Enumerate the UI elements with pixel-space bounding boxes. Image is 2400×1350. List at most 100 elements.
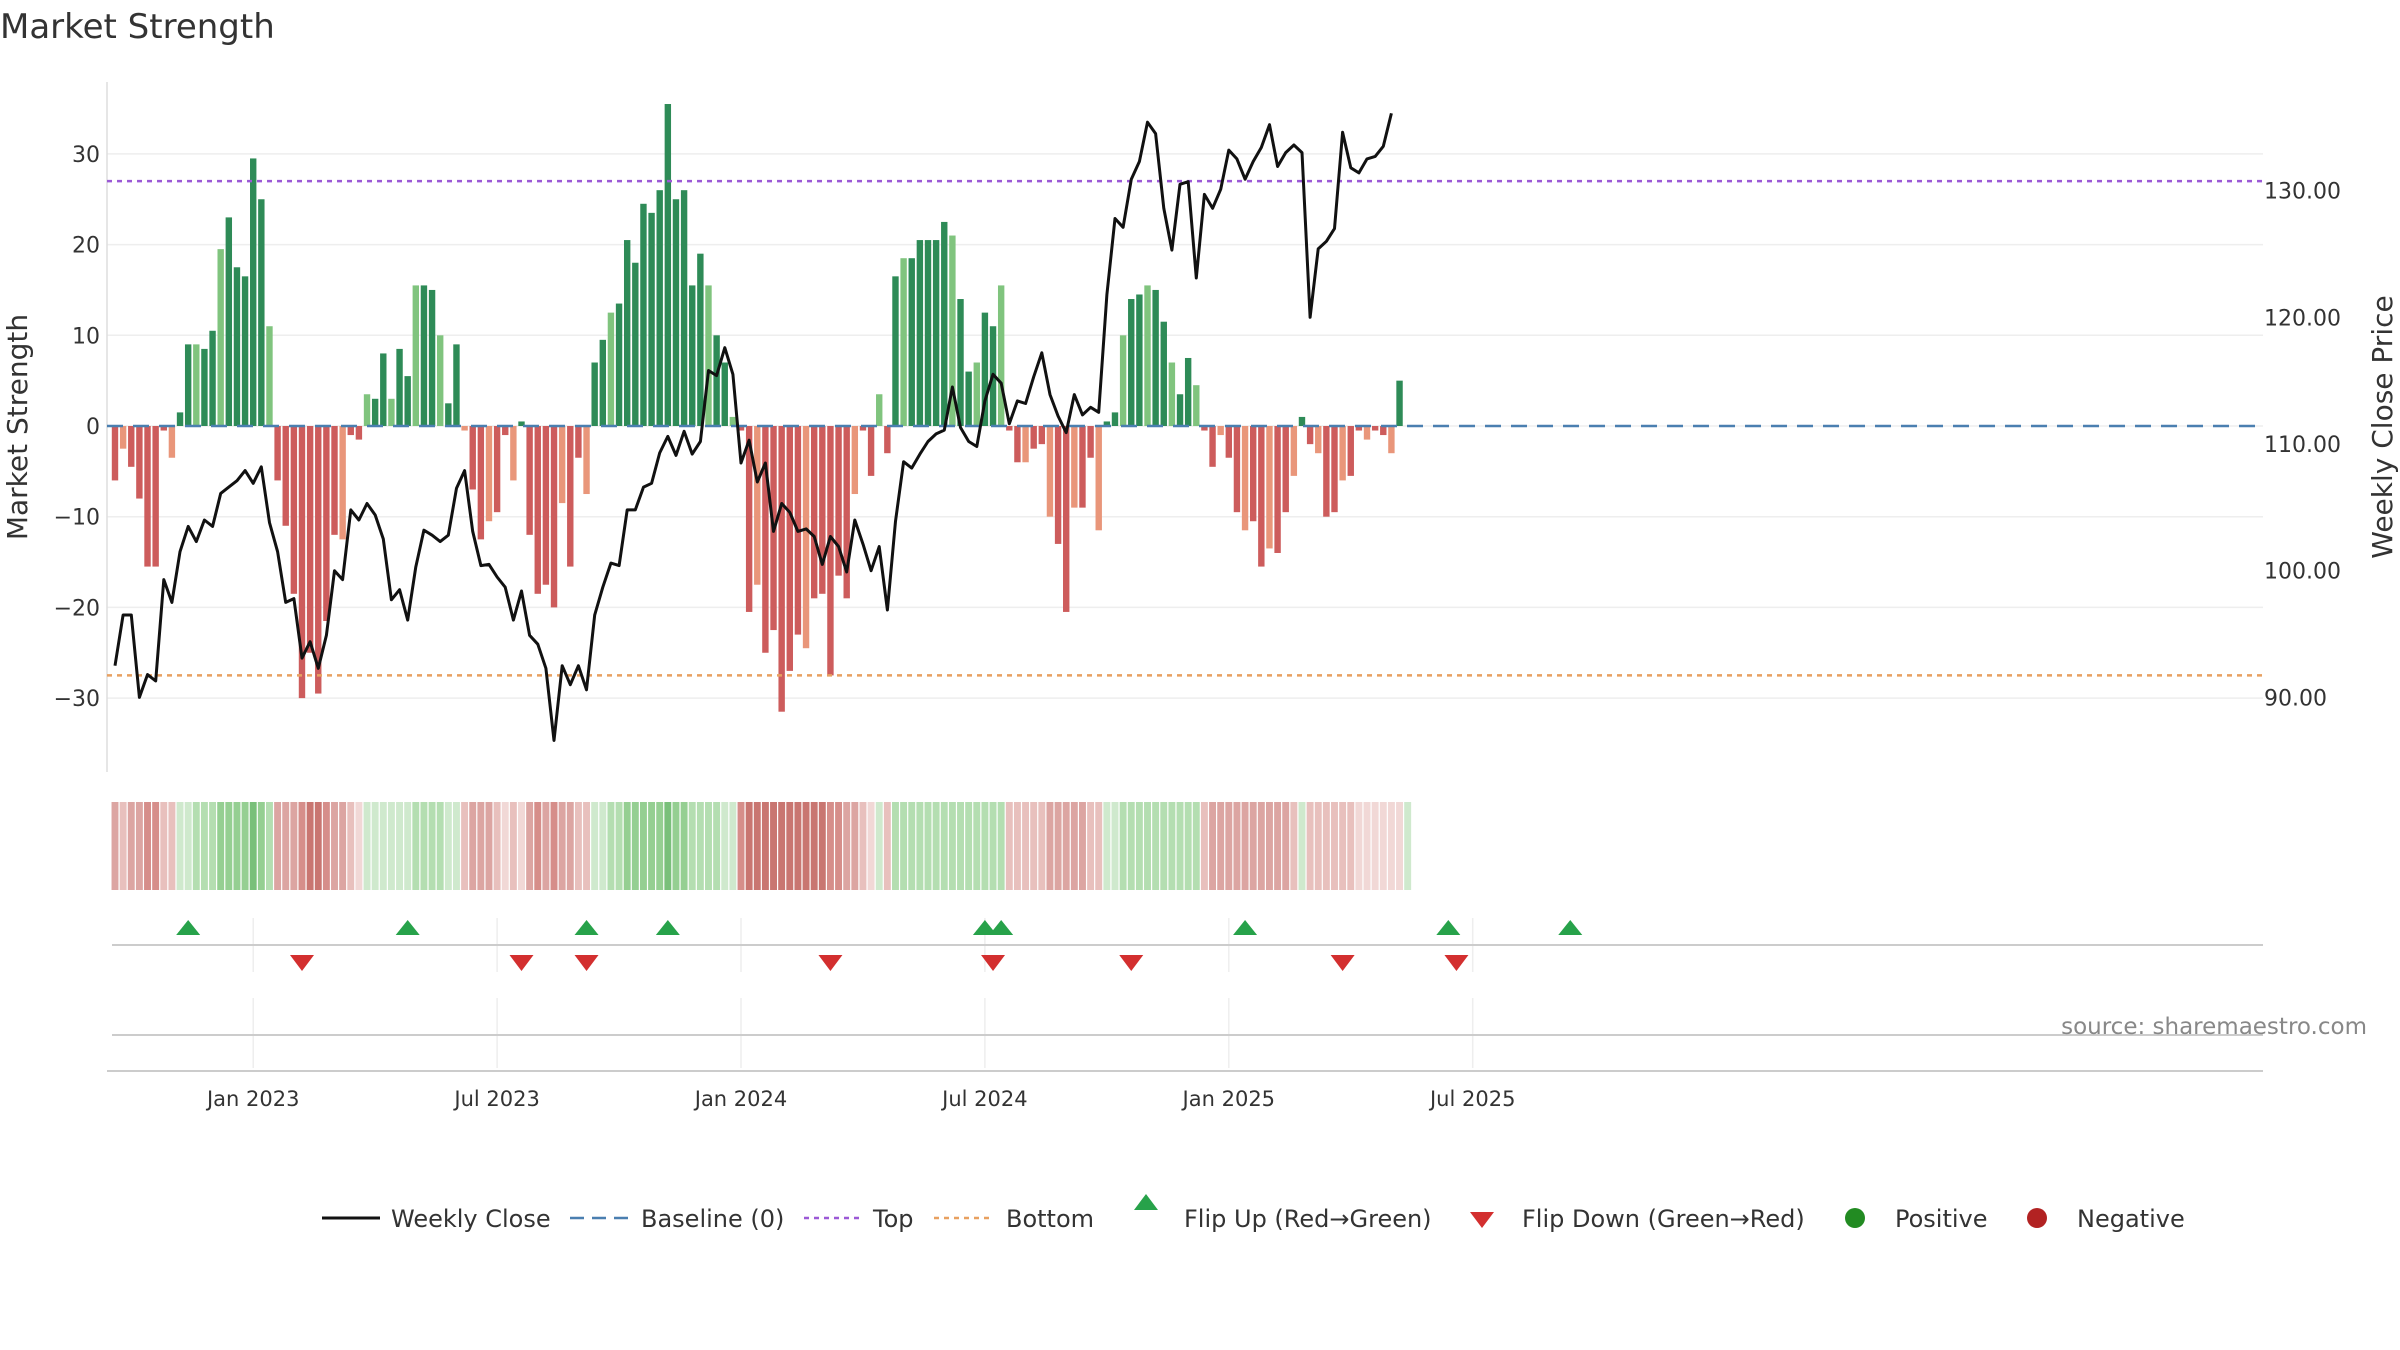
regime-cell	[1168, 802, 1176, 890]
regime-cell	[518, 802, 525, 890]
regime-cell	[168, 802, 176, 890]
strength-bar	[632, 262, 639, 426]
regime-cell	[1054, 802, 1062, 890]
regime-cell	[778, 802, 786, 890]
regime-cell	[347, 802, 355, 890]
regime-cell	[1070, 802, 1078, 890]
regime-cell	[859, 802, 867, 890]
strength-bar	[981, 312, 989, 426]
strength-bar	[1371, 426, 1379, 431]
strength-bar	[1258, 426, 1265, 567]
strength-bar	[1339, 426, 1346, 481]
regime-cell	[721, 802, 729, 890]
regime-band	[111, 802, 1412, 890]
regime-cell	[1087, 802, 1095, 890]
strength-bar	[737, 426, 745, 431]
regime-cell	[217, 802, 225, 890]
strength-bar	[1144, 285, 1151, 426]
strength-bar	[1176, 394, 1184, 426]
right-tick-label: 90.00	[2264, 686, 2327, 711]
regime-cell	[1103, 802, 1111, 890]
regime-cell	[729, 802, 737, 890]
regime-cell	[664, 802, 672, 890]
strength-bar	[721, 362, 728, 426]
strength-bar	[1315, 426, 1322, 454]
regime-cell	[1282, 802, 1290, 890]
regime-cell	[883, 802, 891, 890]
strength-bar	[144, 426, 151, 567]
regime-cell	[184, 802, 192, 890]
strength-bar	[1380, 426, 1387, 436]
regime-cell	[1176, 802, 1184, 890]
left-tick-label: 30	[72, 143, 100, 168]
strength-bar	[371, 398, 379, 426]
regime-cell	[713, 802, 721, 890]
regime-cell	[339, 802, 347, 890]
x-tick-label: Jul 2024	[940, 1087, 1027, 1111]
strength-bar	[867, 426, 875, 476]
strength-bar	[1014, 426, 1021, 463]
strength-bar	[331, 426, 338, 535]
strength-bar	[1168, 362, 1176, 426]
right-axis-title: Weekly Close Price	[2366, 295, 2399, 558]
strength-bar	[729, 416, 737, 426]
regime-cell	[144, 802, 151, 890]
regime-cell	[314, 802, 322, 890]
regime-cell	[444, 802, 452, 890]
regime-cell	[298, 802, 306, 890]
regime-cell	[583, 802, 591, 890]
strength-bar	[1241, 426, 1249, 531]
strength-bar	[152, 426, 159, 567]
strength-bar	[168, 426, 176, 458]
strength-bar	[1111, 412, 1119, 426]
strength-bar	[1290, 426, 1298, 476]
regime-cell	[1030, 802, 1038, 890]
regime-cell	[1013, 802, 1021, 890]
regime-cell	[1396, 802, 1404, 890]
strength-bar	[1006, 426, 1013, 431]
source-credit: source: sharemaestro.com	[2061, 1014, 2367, 1040]
regime-cell	[1241, 802, 1249, 890]
flip-up-marker	[1558, 920, 1583, 935]
flip-down-marker	[509, 955, 534, 971]
strength-bar	[412, 285, 420, 426]
strength-bar	[1355, 426, 1363, 431]
strength-bar	[835, 426, 842, 576]
regime-cell	[127, 802, 135, 890]
regime-cell	[119, 802, 127, 890]
regime-cell	[469, 802, 477, 890]
right-tick-label: 110.00	[2264, 433, 2341, 458]
strength-bar	[1323, 426, 1330, 517]
strength-bar	[225, 217, 233, 426]
regime-cell	[379, 802, 387, 890]
regime-cell	[501, 802, 509, 890]
regime-cell	[225, 802, 233, 890]
left-tick-label: −30	[54, 687, 100, 712]
flip-down-marker	[981, 955, 1006, 971]
strength-bar	[623, 240, 631, 426]
regime-cell	[957, 802, 964, 890]
strength-bar	[1128, 299, 1135, 426]
strength-bar	[119, 426, 127, 449]
regime-cell	[1062, 802, 1070, 890]
strength-bar	[1396, 380, 1403, 426]
regime-cell	[818, 802, 826, 890]
strength-bar	[201, 348, 208, 426]
strength-bar	[298, 426, 306, 699]
strength-bar	[1079, 426, 1086, 508]
strength-bar	[1306, 426, 1314, 445]
legend-weekly-close: Weekly Close	[391, 1205, 551, 1233]
regime-cell	[1306, 802, 1314, 890]
strength-bar	[461, 426, 468, 431]
strength-bar	[453, 344, 460, 426]
legend-negative-icon	[2027, 1208, 2047, 1228]
regime-cell	[1290, 802, 1298, 890]
legend-flip-down: Flip Down (Green→Red)	[1522, 1205, 1805, 1233]
regime-cell	[989, 802, 997, 890]
regime-cell	[892, 802, 899, 890]
regime-cell	[111, 802, 119, 890]
empty-panel	[112, 998, 2263, 1068]
regime-cell	[290, 802, 298, 890]
left-axis-ticks: 30 20 10 0 −10 −20 −30	[54, 143, 100, 712]
regime-cell	[696, 802, 704, 890]
